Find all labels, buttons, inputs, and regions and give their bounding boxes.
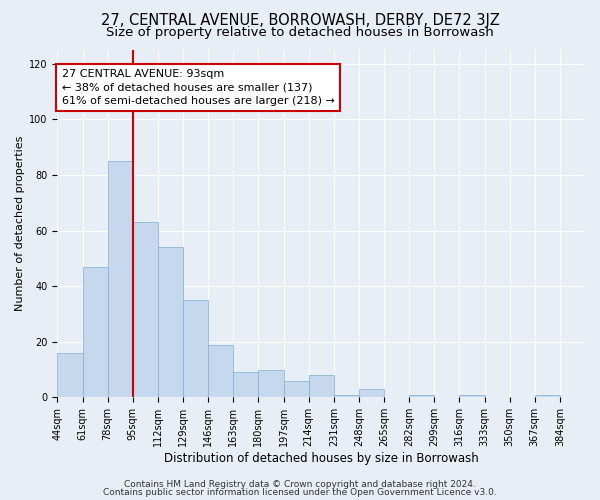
- Bar: [208, 344, 233, 398]
- Bar: [409, 394, 434, 398]
- Bar: [284, 380, 308, 398]
- Text: 27 CENTRAL AVENUE: 93sqm
← 38% of detached houses are smaller (137)
61% of semi-: 27 CENTRAL AVENUE: 93sqm ← 38% of detach…: [62, 70, 335, 106]
- Text: Size of property relative to detached houses in Borrowash: Size of property relative to detached ho…: [106, 26, 494, 39]
- Text: 27, CENTRAL AVENUE, BORROWASH, DERBY, DE72 3JZ: 27, CENTRAL AVENUE, BORROWASH, DERBY, DE…: [101, 12, 499, 28]
- Y-axis label: Number of detached properties: Number of detached properties: [15, 136, 25, 312]
- Bar: [259, 370, 284, 398]
- Bar: [133, 222, 158, 398]
- Bar: [359, 389, 384, 398]
- Bar: [58, 353, 83, 398]
- Bar: [158, 248, 183, 398]
- Bar: [535, 394, 560, 398]
- Bar: [334, 394, 359, 398]
- Bar: [460, 394, 485, 398]
- X-axis label: Distribution of detached houses by size in Borrowash: Distribution of detached houses by size …: [164, 452, 479, 465]
- Text: Contains public sector information licensed under the Open Government Licence v3: Contains public sector information licen…: [103, 488, 497, 497]
- Bar: [233, 372, 259, 398]
- Bar: [107, 161, 133, 398]
- Bar: [83, 266, 107, 398]
- Bar: [308, 375, 334, 398]
- Bar: [183, 300, 208, 398]
- Text: Contains HM Land Registry data © Crown copyright and database right 2024.: Contains HM Land Registry data © Crown c…: [124, 480, 476, 489]
